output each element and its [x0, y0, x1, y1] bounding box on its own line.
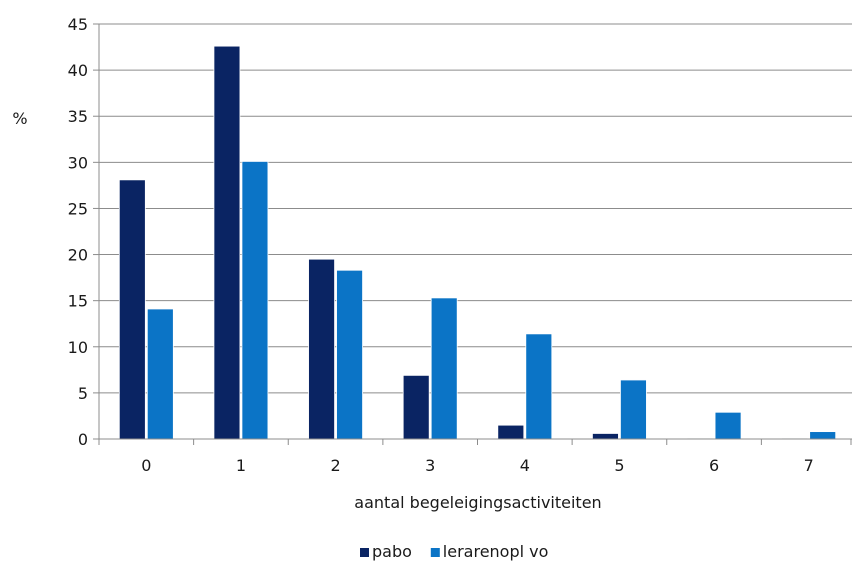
bar-lerarenopl-vo-2	[336, 269, 363, 440]
x-tick-label: 1	[236, 456, 246, 475]
legend: pabo lerarenopl vo	[360, 542, 548, 561]
gridlines	[93, 23, 852, 440]
bar-pabo-5	[592, 433, 619, 440]
x-tick-label: 0	[141, 456, 151, 475]
y-axis-label: %	[12, 109, 27, 128]
y-tick-label: 15	[68, 292, 88, 311]
bar-lerarenopl-vo-6	[714, 411, 742, 440]
y-tick-label: 0	[78, 430, 88, 449]
bar-pabo-4	[497, 424, 525, 440]
legend-swatch-lerarenopl-vo	[430, 548, 440, 557]
x-tick-label: 5	[614, 456, 624, 475]
bar-pabo-0	[118, 179, 146, 440]
x-tick-labels: 0 1 2 3 4 5 6 7	[141, 456, 814, 475]
bar-lerarenopl-vo-3	[430, 297, 458, 440]
y-tick-label: 10	[68, 338, 88, 357]
bar-lerarenopl-vo-0	[146, 308, 174, 440]
legend-label-lerarenopl-vo: lerarenopl vo	[443, 542, 549, 561]
bar-pabo-3	[402, 374, 430, 440]
y-tick-label: 45	[68, 15, 88, 34]
y-tick-label: 35	[68, 107, 88, 126]
x-tick-label: 7	[804, 456, 814, 475]
y-tick-label: 30	[68, 153, 88, 172]
y-tick-labels: 0 5 10 15 20 25 30 35 40 45	[68, 15, 88, 449]
x-axis-label: aantal begeleigingsactiviteiten	[354, 493, 601, 512]
y-tick-label: 20	[68, 246, 88, 265]
legend-swatch-pabo	[360, 548, 369, 557]
x-tick-label: 4	[520, 456, 530, 475]
bar-pabo-2	[308, 258, 335, 440]
y-tick-label: 40	[68, 61, 88, 80]
y-tick-label: 5	[78, 384, 88, 403]
y-tick-label: 25	[68, 199, 88, 218]
bar-lerarenopl-vo-4	[525, 333, 553, 440]
bar-lerarenopl-vo-1	[241, 161, 269, 440]
axes	[98, 24, 852, 445]
bar-lerarenopl-vo-5	[620, 379, 647, 440]
x-tick-label: 3	[425, 456, 435, 475]
x-tick-label: 2	[330, 456, 340, 475]
bar-lerarenopl-vo-7	[809, 431, 837, 440]
legend-label-pabo: pabo	[372, 542, 412, 561]
x-tick-label: 6	[709, 456, 719, 475]
bar-pabo-1	[213, 45, 241, 440]
bars	[118, 45, 837, 440]
